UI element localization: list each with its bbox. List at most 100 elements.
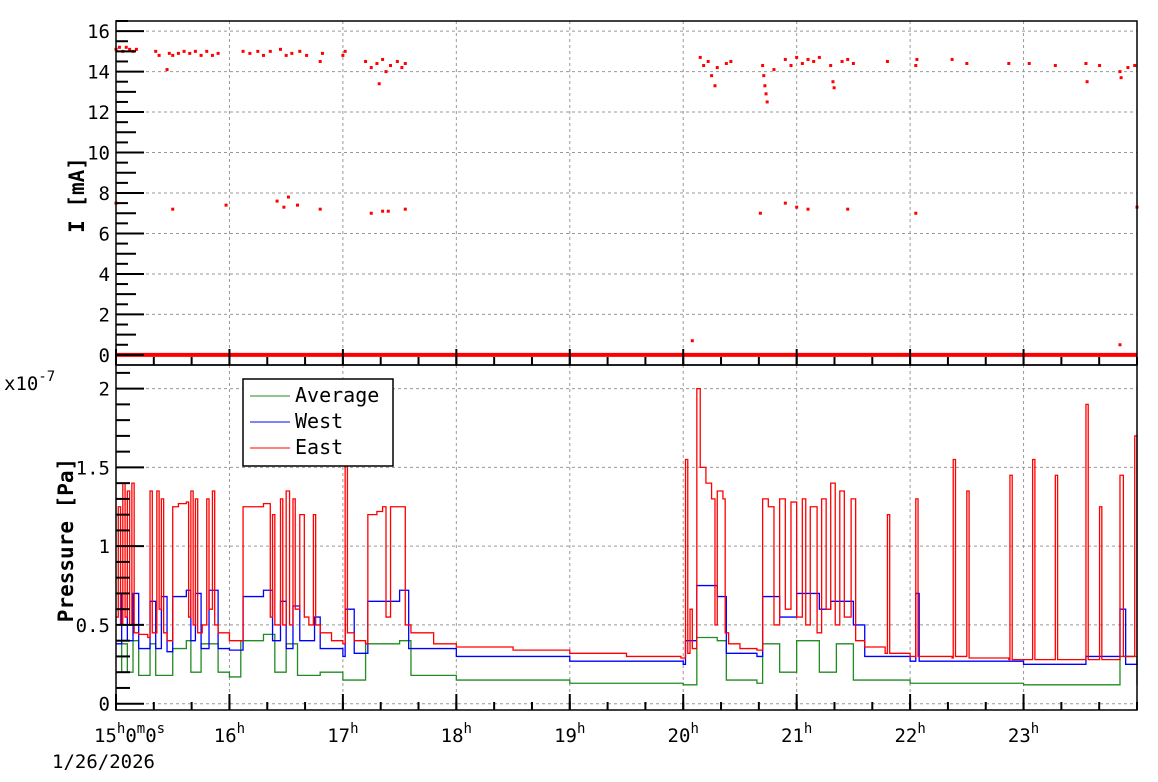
current-point: [806, 57, 810, 61]
x-tick-label-part: 19: [554, 725, 577, 747]
current-point: [761, 64, 765, 68]
current-point: [1126, 66, 1130, 70]
current-y-tick-label: 10: [87, 143, 110, 165]
current-point: [885, 59, 889, 63]
pressure-y-tick-label: 0.5: [76, 615, 110, 637]
pressure-y-tick-label: 1: [99, 536, 110, 558]
current-point: [1007, 61, 1011, 65]
current-point: [248, 51, 252, 55]
x-tick-label-part: h: [1031, 721, 1039, 737]
current-point: [369, 66, 373, 70]
current-point: [381, 209, 385, 213]
axis-ticks: [115, 20, 1138, 710]
x-tick-label-part: h: [804, 721, 812, 737]
pressure-y-tick-label: 0: [99, 694, 110, 716]
current-y-tick-label: 8: [99, 183, 110, 205]
current-point: [199, 53, 203, 57]
current-points: [114, 45, 1139, 357]
current-point: [795, 55, 799, 59]
current-point: [290, 51, 294, 55]
current-point: [165, 68, 169, 72]
x-axis-date: 1/26/2026: [52, 751, 155, 773]
exponent-base: x10: [4, 373, 38, 395]
current-point: [789, 64, 793, 68]
pressure-y-tick-label: 2: [99, 379, 110, 401]
x-tick-label-part: h: [577, 721, 585, 737]
pressure-exponent: x10-7: [4, 369, 55, 395]
pressure-lines: [116, 387, 1138, 686]
current-point: [134, 47, 138, 51]
x-tick-label-part: 18: [441, 725, 464, 747]
exponent-power: -7: [38, 369, 55, 385]
current-point: [806, 207, 810, 211]
current-point: [305, 53, 309, 57]
x-tick-label-part: h: [117, 721, 125, 737]
current-y-tick-label: 16: [87, 21, 110, 43]
current-point: [241, 49, 245, 53]
current-point: [851, 61, 855, 65]
current-point: [261, 53, 265, 57]
pressure-series-east: [116, 387, 1138, 661]
x-tick-label: 22h: [894, 721, 925, 747]
current-point: [157, 53, 161, 57]
x-tick-label: 16h: [214, 721, 245, 747]
current-y-tick-label: 14: [87, 62, 110, 84]
current-point: [369, 211, 373, 215]
current-point: [341, 53, 345, 57]
current-point: [381, 57, 385, 61]
x-tick-label: 21h: [781, 721, 812, 747]
current-point: [1133, 64, 1137, 68]
current-point: [403, 207, 407, 211]
current-point: [1118, 343, 1122, 347]
current-point: [965, 61, 969, 65]
current-point: [364, 59, 368, 63]
x-tick-label-part: h: [350, 721, 358, 737]
current-point: [320, 51, 324, 55]
current-point: [377, 82, 381, 86]
x-tick-label-part: 16: [214, 725, 237, 747]
current-point: [176, 51, 180, 55]
current-point: [403, 61, 407, 65]
current-point: [715, 66, 719, 70]
current-point: [389, 64, 393, 68]
x-tick-label: 19h: [554, 721, 585, 747]
x-tick-label-part: 15: [94, 725, 117, 747]
current-point: [384, 70, 388, 74]
current-point: [154, 49, 158, 53]
current-point: [210, 53, 214, 57]
x-tick-label-part: 21: [781, 725, 804, 747]
legend-label-east: East: [295, 435, 343, 459]
current-point: [832, 86, 836, 90]
current-point: [783, 57, 787, 61]
current-point: [124, 45, 128, 49]
current-point: [1118, 70, 1122, 74]
legend-label-average: Average: [295, 383, 379, 407]
current-point: [829, 64, 833, 68]
pressure-series-average: [116, 633, 1138, 686]
current-point: [758, 211, 762, 215]
pressure-y-tick-label: 1.5: [76, 457, 110, 479]
current-point: [831, 80, 835, 84]
current-point: [205, 49, 209, 53]
current-point: [763, 84, 767, 88]
tick-labels: 15h0m0s 16h 17h 18h 19h 20h 21h 22h 23h024681012…: [76, 21, 1040, 747]
current-point: [400, 66, 404, 70]
x-tick-label: 18h: [441, 721, 472, 747]
current-point: [710, 74, 714, 78]
current-point: [706, 59, 710, 63]
current-point: [375, 61, 379, 65]
current-point: [1053, 64, 1057, 68]
current-point: [1027, 61, 1031, 65]
current-point: [171, 53, 175, 57]
current-point: [914, 64, 918, 68]
current-point: [690, 339, 694, 343]
current-point: [724, 61, 728, 65]
current-axis-title: I [mA]: [65, 157, 89, 233]
current-point: [729, 59, 733, 63]
current-point: [762, 74, 766, 78]
current-y-tick-label: 2: [99, 304, 110, 326]
current-point: [318, 59, 322, 63]
current-point: [783, 201, 787, 205]
current-point: [275, 199, 279, 203]
current-point: [216, 51, 220, 55]
